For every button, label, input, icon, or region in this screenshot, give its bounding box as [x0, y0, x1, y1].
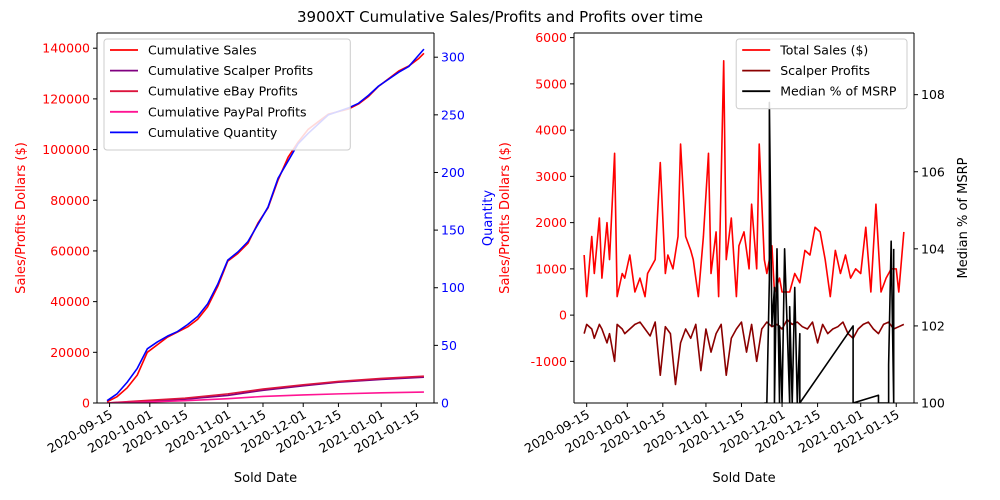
y2-tick-label: 300 [441, 50, 465, 65]
series-line [583, 318, 905, 386]
series-line [106, 48, 425, 402]
legend: Cumulative Sales Cumulative Scalper Profi… [103, 38, 351, 151]
y-tick-label: 4000 [535, 123, 567, 138]
series-group [106, 48, 425, 403]
legend-label: Cumulative Sales [148, 43, 257, 58]
cumulative-chart: 2020-09-152020-10-012020-10-152020-11-01… [14, 32, 496, 486]
y-tick-label: 60000 [50, 243, 90, 258]
y-tick-label: 5000 [535, 76, 567, 91]
y-tick-label: 6000 [535, 30, 567, 45]
y2-tick-label: 200 [441, 165, 465, 180]
y2-axis-label: Quantity [481, 190, 496, 246]
legend-label: Cumulative Scalper Profits [148, 63, 313, 78]
x-axis-label: Sold Date [234, 471, 297, 486]
y-tick-label: -1000 [531, 354, 567, 369]
y2-tick-label: 0 [441, 396, 449, 411]
series-line [764, 101, 895, 403]
x-axis-label: Sold Date [712, 471, 775, 486]
series-group [583, 59, 905, 403]
series-line [107, 375, 424, 403]
y-tick-label: 0 [559, 308, 567, 323]
legend-label: Median % of MSRP [780, 84, 897, 99]
y-tick-label: 1000 [535, 261, 567, 276]
y2-tick-label: 50 [441, 338, 457, 353]
y2-tick-label: 100 [441, 280, 465, 295]
legend-box [103, 38, 351, 151]
y-tick-label: 140000 [42, 41, 90, 56]
y2-axis-label: Median % of MSRP [956, 157, 971, 278]
y-tick-label: 100000 [42, 142, 90, 157]
legend-label: Scalper Profits [780, 63, 870, 78]
figure-title: 3900XT Cumulative Sales/Profits and Prof… [297, 8, 703, 26]
y-axis-label: Sales/Profits Dollars ($) [14, 142, 29, 294]
legend-label: Cumulative PayPal Profits [148, 104, 307, 119]
y-tick-label: 2000 [535, 215, 567, 230]
y2-ticks: 0 50 100 150 200 250 300 [434, 50, 465, 411]
y2-tick-label: 150 [441, 223, 465, 238]
y-axis-label: Sales/Profits Dollars ($) [498, 142, 513, 294]
series-line [107, 391, 424, 403]
y2-tick-label: 250 [441, 107, 465, 122]
x-ticks: 2020-09-152020-10-012020-10-152020-11-01… [45, 403, 422, 456]
x-ticks: 2020-09-152020-10-012020-10-152020-11-01… [522, 403, 902, 456]
y-tick-label: 3000 [535, 169, 567, 184]
y2-tick-label: 102 [921, 318, 945, 333]
legend-label: Cumulative Quantity [148, 125, 278, 140]
y-tick-label: 40000 [50, 294, 90, 309]
y2-tick-label: 104 [921, 241, 945, 256]
legend-label: Total Sales ($) [779, 43, 868, 58]
y2-tick-label: 106 [921, 164, 945, 179]
legend: Total Sales ($) Scalper Profits Median % o… [735, 38, 908, 110]
y2-tick-label: 108 [921, 87, 945, 102]
y-ticks: 0 20000 40000 60000 80000 100000 120000 140000 [42, 41, 97, 411]
series-line [583, 59, 905, 298]
y-tick-label: 80000 [50, 193, 90, 208]
y-tick-label: 20000 [50, 345, 90, 360]
y-tick-label: 120000 [42, 91, 90, 106]
series-line [107, 376, 424, 403]
legend-label: Cumulative eBay Profits [148, 84, 298, 99]
y-ticks: -1000 0 1000 2000 3000 4000 5000 6000 [531, 30, 574, 369]
profits-chart: 2020-09-152020-10-012020-10-152020-11-01… [498, 30, 971, 486]
y2-ticks: 100 102 104 106 108 [914, 87, 945, 411]
legend-box [735, 38, 908, 110]
y2-tick-label: 100 [921, 396, 945, 411]
axes-frame [96, 32, 435, 404]
y-tick-label: 0 [82, 396, 90, 411]
